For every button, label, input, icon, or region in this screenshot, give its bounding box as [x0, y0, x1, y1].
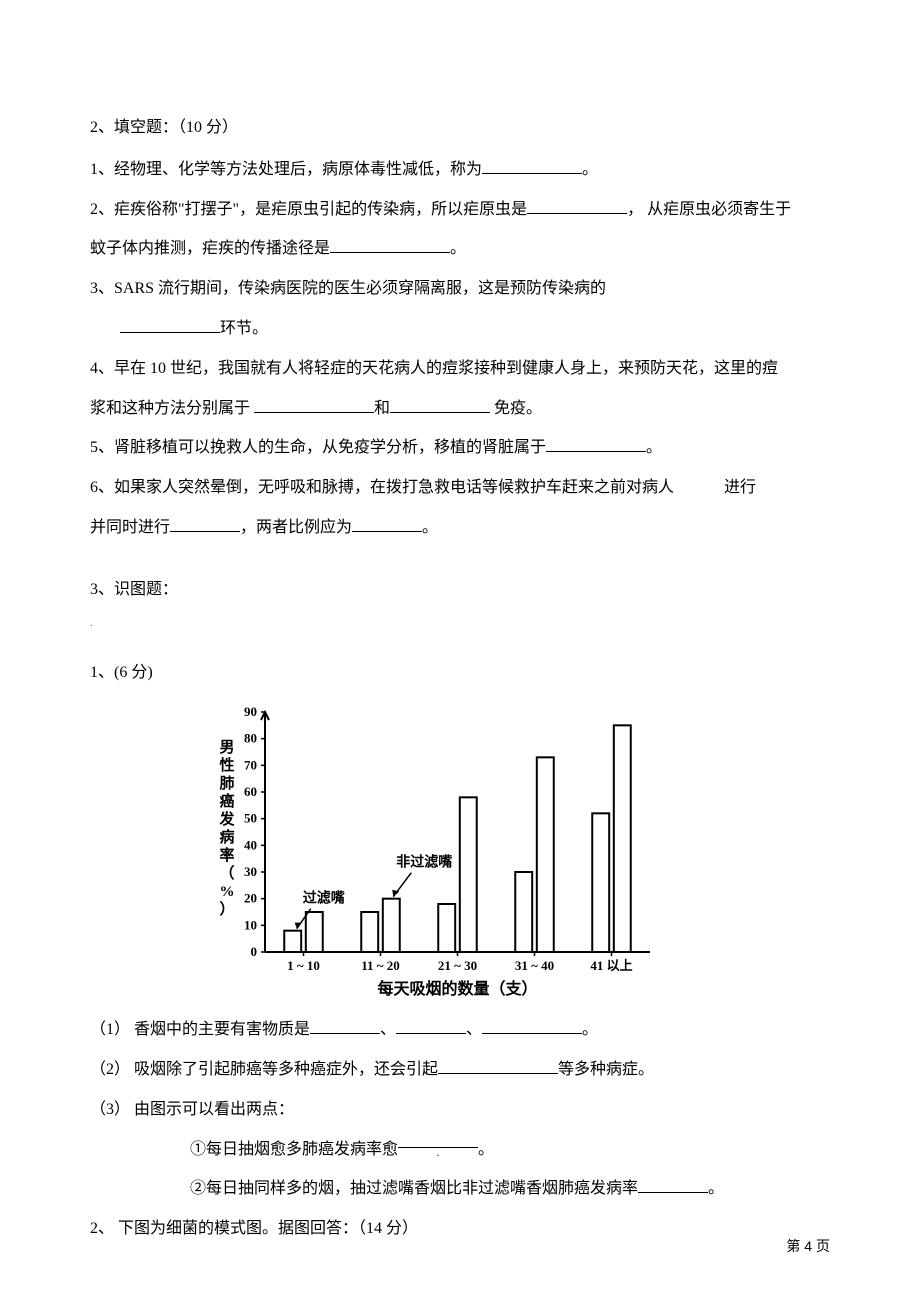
q2-6-line2: 并同时进行 ，两者比例应为 。	[90, 510, 830, 547]
q2-4c: 和	[374, 400, 390, 417]
svg-text:60: 60	[244, 784, 257, 799]
q2-6d: ，两者比例应为	[240, 519, 352, 536]
blank	[390, 397, 490, 413]
q3-1-3-2a: ②每日抽同样多的烟，抽过滤嘴香烟比非过滤嘴香烟肺癌发病率	[190, 1180, 638, 1197]
q3-2-header: 2、 下图为细菌的模式图。据图回答：（14 分）	[90, 1211, 830, 1248]
blank	[120, 317, 220, 333]
blank	[482, 1018, 582, 1034]
section2-header: 2、填空题：（10 分）	[90, 110, 830, 147]
svg-text:1 ~ 10: 1 ~ 10	[287, 958, 320, 973]
svg-text:11 ~ 20: 11 ~ 20	[361, 958, 400, 973]
svg-text:非过滤嘴: 非过滤嘴	[396, 854, 452, 871]
q3-1-3-2end: 。	[708, 1180, 724, 1197]
svg-text:50: 50	[244, 811, 257, 826]
q2-2-line2: 蚊子体内推测，疟疾的传播途径是 。	[90, 231, 830, 268]
blank	[396, 1018, 466, 1034]
q2-1: 1、经物理、化学等方法处理后，病原体毒性减低，称为 。	[90, 152, 830, 189]
q2-4-line2: 浆和这种方法分别属于 和 免疫。	[90, 391, 830, 428]
svg-text:90: 90	[244, 704, 257, 719]
q3-1-1: （1） 香烟中的主要有害物质是 、 、 。	[90, 1012, 830, 1049]
q2-2end: 。	[450, 240, 466, 257]
q3-1-1end: 。	[582, 1021, 598, 1038]
svg-text:10: 10	[244, 917, 257, 932]
svg-text:41 以上: 41 以上	[590, 958, 632, 973]
q3-1-2b: 等多种病症。	[558, 1061, 654, 1078]
svg-text:70: 70	[244, 757, 257, 772]
q2-5: 5、肾脏移植可以挽救人的生命，从免疫学分析，移植的肾脏属于 。	[90, 430, 830, 467]
svg-text:21 ~ 30: 21 ~ 30	[438, 958, 477, 973]
q3-1-3-1a: ①每日抽烟愈多肺癌发病率愈	[190, 1141, 398, 1158]
q3-1-header: 1、(6 分)	[90, 655, 830, 692]
q2-3: 3、SARS 流行期间，传染病医院的医生必须穿隔离服，这是预防传染病的	[90, 271, 830, 308]
q2-2a: 2、疟疾俗称"打摆子"，是疟原虫引起的传染病，所以疟原虫是	[90, 201, 527, 218]
q2-3b: 环节。	[220, 320, 268, 337]
q2-6c: 并同时进行	[90, 519, 170, 536]
svg-text:每天吸烟的数量（支）: 每天吸烟的数量（支）	[377, 979, 537, 998]
red-tick: .	[90, 619, 93, 629]
blank	[482, 158, 582, 174]
section3-header: 3、识图题：	[90, 572, 830, 609]
svg-text:40: 40	[244, 837, 257, 852]
page-number: 第 4 页	[786, 1230, 830, 1262]
smoking-cancer-chart: 0 10 20 30 40 50 60 70 80 90 男性肺癌发病率（%） 1 ~ 10 11 ~ …	[210, 702, 660, 1002]
blank	[527, 198, 627, 214]
sep2: 、	[466, 1021, 482, 1038]
q3-1-3-1end: 。	[478, 1141, 494, 1158]
q3-1-3-2: ②每日抽同样多的烟，抽过滤嘴香烟比非过滤嘴香烟肺癌发病率 。	[90, 1171, 830, 1208]
svg-text:20: 20	[244, 891, 257, 906]
q2-3-line2: 环节。	[90, 311, 830, 348]
q3-1-3: （3） 由图示可以看出两点：	[90, 1101, 294, 1118]
blank	[546, 436, 646, 452]
q2-1-end: 。	[582, 161, 598, 178]
q3-1-3-1: ①每日抽烟愈多肺癌发病率愈.。	[90, 1132, 830, 1169]
svg-text:0: 0	[251, 944, 258, 959]
q3-1-1a: （1） 香烟中的主要有害物质是	[90, 1021, 310, 1038]
blank-highlight: .	[398, 1132, 478, 1148]
svg-text:男性肺癌发病率（%）: 男性肺癌发病率（%）	[218, 739, 235, 918]
q2-4d: 免疫。	[490, 400, 542, 417]
q2-1-text: 1、经物理、化学等方法处理后，病原体毒性减低，称为	[90, 161, 482, 178]
blank	[638, 1177, 708, 1193]
blank	[254, 397, 374, 413]
blank	[438, 1058, 558, 1074]
q2-2: 2、疟疾俗称"打摆子"，是疟原虫引起的传染病，所以疟原虫是 ， 从疟原虫必须寄生于	[90, 192, 830, 229]
q2-6b: 进行	[724, 479, 756, 496]
q2-6a: 6、如果家人突然晕倒，无呼吸和脉搏，在拨打急救电话等候救护车赶来之前对病人	[90, 479, 674, 496]
q3-1-2: （2） 吸烟除了引起肺癌等多种癌症外，还会引起 等多种病症。	[90, 1052, 830, 1089]
q2-2b: ， 从疟原虫必须寄生于	[627, 201, 791, 218]
q2-4: 4、早在 10 世纪，我国就有人将轻症的天花病人的痘浆接种到健康人身上，来预防天…	[90, 351, 830, 388]
q2-5end: 。	[646, 439, 662, 456]
q2-3a: 3、SARS 流行期间，传染病医院的医生必须穿隔离服，这是预防传染病的	[90, 280, 606, 297]
sep1: 、	[380, 1021, 396, 1038]
svg-text:31 ~ 40: 31 ~ 40	[515, 958, 554, 973]
q2-2c: 蚊子体内推测，疟疾的传播途径是	[90, 240, 330, 257]
svg-text:过滤嘴: 过滤嘴	[303, 890, 345, 907]
q2-5a: 5、肾脏移植可以挽救人的生命，从免疫学分析，移植的肾脏属于	[90, 439, 546, 456]
q3-1-3: （3） 由图示可以看出两点：	[90, 1092, 830, 1129]
svg-text:80: 80	[244, 731, 257, 746]
blank	[170, 516, 240, 532]
blank	[330, 237, 450, 253]
blank	[310, 1018, 380, 1034]
q2-4b: 浆和这种方法分别属于	[90, 400, 254, 417]
q2-6: 6、如果家人突然晕倒，无呼吸和脉搏，在拨打急救电话等候救护车赶来之前对病人 进行	[90, 470, 830, 507]
blank	[352, 516, 422, 532]
q3-1-2a: （2） 吸烟除了引起肺癌等多种癌症外，还会引起	[90, 1061, 438, 1078]
q2-6end: 。	[422, 519, 438, 536]
svg-text:30: 30	[244, 864, 257, 879]
q2-4a: 4、早在 10 世纪，我国就有人将轻症的天花病人的痘浆接种到健康人身上，来预防天…	[90, 360, 778, 377]
